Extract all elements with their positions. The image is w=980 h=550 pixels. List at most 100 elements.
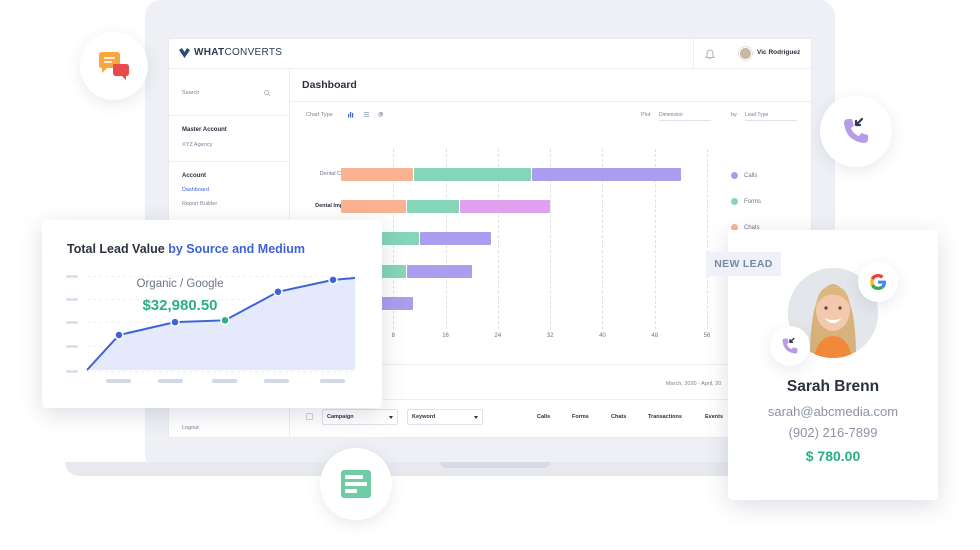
x-tick-label: 48: [651, 333, 659, 339]
column-header-calls[interactable]: Calls: [537, 414, 551, 420]
bar-segment[interactable]: [531, 168, 681, 181]
brand-bold: WHAT: [194, 47, 225, 58]
x-tick-mark: [320, 379, 345, 383]
chart-divider: [290, 364, 811, 365]
bar-segment[interactable]: [420, 232, 492, 245]
bar-segment[interactable]: [459, 200, 551, 213]
pie-chart-icon[interactable]: [377, 111, 384, 118]
page-title: Dashboard: [302, 79, 357, 91]
y-tick-mark: [66, 370, 78, 373]
by-label: by: [731, 112, 737, 118]
lead-value-title: Total Lead Value by Source and Medium: [67, 242, 305, 256]
x-tick-mark: [212, 379, 237, 383]
column-header-events[interactable]: Events: [705, 414, 724, 420]
line-point[interactable]: [220, 315, 230, 326]
y-tick-mark: [66, 345, 78, 348]
master-account-value[interactable]: XYZ Agency: [182, 142, 213, 148]
laptop-base: [65, 462, 915, 476]
call-source-badge: [770, 326, 810, 366]
lead-value-line-chart: [66, 275, 356, 383]
lead-value-title-plain: Total Lead Value: [67, 242, 169, 256]
legend-label[interactable]: Forms: [744, 199, 761, 205]
campaign-dropdown[interactable]: Campaign: [322, 409, 398, 425]
bar-segment[interactable]: [341, 168, 413, 181]
select-all-checkbox[interactable]: [306, 413, 313, 420]
line-point[interactable]: [170, 317, 180, 327]
laptop-notch: [440, 462, 550, 468]
bar-chart-icon[interactable]: [347, 111, 354, 118]
chat-icon: [99, 52, 129, 80]
column-header-transactions[interactable]: Transactions: [648, 414, 682, 420]
sidebar-divider: [169, 161, 290, 162]
line-point[interactable]: [114, 330, 124, 340]
bell-icon[interactable]: [705, 49, 715, 60]
y-tick-mark: [66, 275, 78, 278]
user-avatar[interactable]: [739, 47, 752, 60]
google-icon: [870, 274, 886, 290]
x-tick-label: 24: [494, 333, 502, 339]
sidebar-item-dashboard[interactable]: Dashboard: [182, 187, 209, 193]
x-tick-mark: [106, 379, 131, 383]
x-tick-label: 32: [546, 333, 554, 339]
x-tick-label: 56: [703, 333, 711, 339]
plot-label: Plot: [641, 112, 651, 118]
bar-segment[interactable]: [374, 232, 420, 245]
logout-link[interactable]: Logout: [182, 425, 199, 431]
master-account-label: Master Account: [182, 127, 227, 133]
form-badge: [320, 448, 392, 520]
account-label: Account: [182, 173, 206, 179]
legend-swatch: [731, 198, 738, 205]
by-select-value: Lead Type: [745, 112, 769, 118]
bar-segment[interactable]: [341, 200, 407, 213]
lead-amount: $ 780.00: [805, 448, 861, 464]
lead-phone[interactable]: (902) 216-7899: [788, 425, 878, 440]
user-name[interactable]: Vic Rodriguez: [757, 49, 801, 56]
logo[interactable]: WHATCONVERTS: [179, 47, 282, 58]
x-tick-mark: [264, 379, 289, 383]
search-icon[interactable]: [264, 90, 270, 96]
line-point[interactable]: [273, 287, 283, 297]
chart-type-label: Chart Type: [306, 112, 333, 118]
phone-badge: [820, 95, 892, 167]
legend-label[interactable]: Chats: [744, 225, 760, 231]
bar-segment[interactable]: [374, 265, 407, 278]
sidebar-divider: [169, 115, 290, 116]
bar-segment[interactable]: [407, 265, 472, 278]
keyword-dropdown[interactable]: Keyword: [407, 409, 483, 425]
form-icon: [341, 470, 371, 498]
list-icon[interactable]: [363, 111, 370, 118]
campaign-dropdown-label: Campaign: [327, 414, 354, 420]
legend-swatch: [731, 172, 738, 179]
keyword-dropdown-label: Keyword: [412, 414, 436, 420]
x-tick-label: 16: [442, 333, 449, 339]
whatconverts-logo-icon: [179, 47, 190, 58]
gridline: [654, 149, 656, 329]
plot-select[interactable]: Dimension: [659, 112, 711, 121]
legend-label[interactable]: Calls: [744, 173, 758, 179]
chevron-down-icon: [389, 416, 393, 419]
new-lead-badge: NEW LEAD: [706, 252, 781, 276]
date-range[interactable]: March, 2020 - April, 20: [666, 381, 722, 387]
sidebar-item-report-builder[interactable]: Report Builder: [182, 201, 218, 207]
lead-value-title-accent: by Source and Medium: [168, 242, 306, 256]
google-badge: [858, 262, 898, 302]
incoming-call-icon: [782, 337, 798, 354]
line-area-fill: [87, 278, 355, 370]
bar-segment[interactable]: [413, 168, 531, 181]
y-category-label: Dental Crown: [319, 171, 353, 177]
bar-segment[interactable]: [374, 297, 413, 310]
bar-segment[interactable]: [407, 200, 459, 213]
by-select[interactable]: Lead Type: [745, 112, 797, 121]
chat-bubble-badge: [80, 32, 148, 100]
lead-email[interactable]: sarah@abcmedia.com: [767, 404, 899, 419]
line-point[interactable]: [328, 275, 338, 285]
lead-value-card: Total Lead Value by Source and Medium Or…: [42, 220, 382, 408]
column-header-chats[interactable]: Chats: [611, 414, 627, 420]
gridline: [550, 149, 552, 329]
lead-value-amount: $32,980.50: [142, 297, 218, 314]
column-header-forms[interactable]: Forms: [572, 414, 589, 420]
x-tick-label: 40: [599, 333, 606, 339]
incoming-call-icon: [844, 117, 868, 143]
search-input[interactable]: Search: [182, 90, 200, 96]
